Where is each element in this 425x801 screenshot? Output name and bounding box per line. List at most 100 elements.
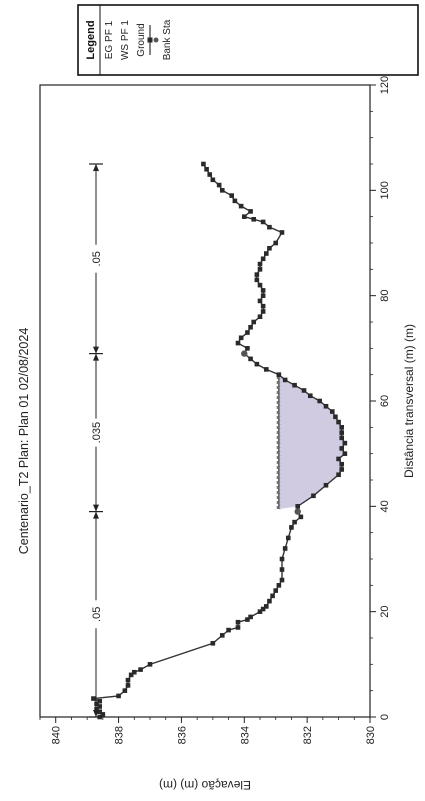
x-tick-label: 0 — [379, 714, 391, 720]
ground-point — [235, 340, 241, 346]
mannings-n-arrow — [93, 511, 99, 519]
ground-point — [295, 504, 301, 509]
mannings-n-arrow — [93, 353, 99, 361]
ground-point — [333, 414, 338, 420]
ground-point — [276, 372, 282, 377]
ground-point — [254, 361, 260, 367]
ground-point — [226, 627, 231, 633]
ground-point — [207, 172, 213, 177]
ground-point — [257, 298, 263, 304]
legend-entry-label: WS PF 1 — [120, 20, 131, 60]
ground-point — [339, 435, 345, 441]
legend-frame — [77, 4, 419, 76]
ground-point — [257, 282, 263, 288]
ground-point — [263, 367, 269, 372]
ground-point — [216, 182, 222, 188]
ground-point — [97, 698, 103, 704]
ground-point — [235, 619, 241, 625]
ground-point — [204, 166, 209, 172]
ground-point — [251, 216, 257, 222]
mannings-n-arrow — [93, 346, 99, 354]
ground-point — [285, 535, 291, 541]
y-tick-label: 840 — [51, 726, 63, 744]
x-tick-label: 60 — [379, 395, 391, 407]
ground-point — [241, 214, 247, 219]
ground-point — [317, 398, 323, 404]
ground-point — [323, 482, 329, 488]
ground-point — [254, 272, 260, 277]
ground-point — [339, 461, 345, 467]
ground-point — [279, 567, 285, 572]
ground-point — [260, 288, 266, 293]
ground-point — [311, 493, 316, 499]
ground-point — [282, 546, 288, 551]
chart-rotated-frame: Centenario_T2 Plan: Plan 01 02/08/2024 .… — [17, 4, 419, 792]
ground-point — [336, 419, 341, 425]
ground-point — [260, 303, 266, 309]
mannings-n-arrow — [93, 164, 99, 171]
y-tick-label: 832 — [302, 726, 314, 744]
ground-point — [201, 161, 206, 167]
x-axis-ticks: 0 20 40 60 80 100 120 — [370, 76, 391, 720]
ground-point — [263, 604, 269, 609]
bank-station-point — [241, 350, 248, 357]
ground-point — [125, 683, 131, 688]
ground-point — [219, 188, 225, 193]
ground-point — [342, 451, 348, 456]
ground-point — [248, 356, 253, 362]
ground-point — [122, 688, 128, 693]
chart-title: Centenario_T2 Plan: Plan 01 02/08/2024 — [17, 328, 31, 555]
mannings-n-arrow — [93, 710, 99, 717]
x-tick-label: 80 — [379, 290, 391, 302]
ground-point — [339, 446, 345, 451]
y-tick-label: 834 — [239, 726, 251, 744]
ground-point — [339, 425, 345, 430]
ground-point — [147, 662, 153, 667]
ground-point — [245, 346, 250, 351]
ground-point — [251, 319, 257, 325]
mannings-n-arrow — [93, 504, 99, 512]
ground-point — [276, 583, 282, 588]
bank-station-point — [294, 508, 301, 515]
ground-point — [279, 230, 285, 235]
y-axis-title: Elevação (m) (m) — [159, 778, 251, 792]
y-tick-label: 830 — [365, 726, 377, 744]
legend-bank-marker — [153, 37, 159, 43]
ground-point — [219, 633, 225, 638]
ground-point — [282, 377, 288, 383]
ground-point — [339, 430, 345, 435]
ground-point — [125, 677, 131, 683]
ground-point — [248, 324, 253, 330]
x-axis-title: Distância transversal (m) (m) — [402, 324, 416, 478]
mannings-n-label: .05 — [91, 251, 103, 266]
ground-point — [279, 577, 285, 583]
ground-point — [260, 309, 266, 314]
ground-point — [257, 314, 263, 320]
ground-point — [238, 335, 244, 341]
ground-point — [339, 467, 345, 472]
ground-point — [342, 440, 348, 446]
ground-point — [267, 598, 272, 604]
ground-point — [245, 330, 250, 335]
ground-point — [301, 388, 307, 393]
ground-point — [323, 403, 329, 409]
ground-point — [257, 267, 263, 272]
ground-point — [267, 245, 272, 251]
ground-point — [279, 556, 285, 562]
ground-point — [232, 198, 238, 204]
x-tick-label: 100 — [379, 181, 391, 199]
mannings-n-label: .035 — [91, 422, 103, 443]
ground-point — [298, 514, 304, 520]
ground-point — [260, 219, 266, 225]
legend-entries: EG PF 1 WS PF 1 Ground Bank Sta — [104, 19, 173, 60]
ground-point — [292, 519, 297, 525]
legend-entry-label: EG PF 1 — [104, 20, 115, 59]
legend-entry-label: Ground — [136, 23, 147, 56]
ground-point — [307, 393, 313, 399]
ground-point — [257, 261, 263, 267]
ground-point — [263, 251, 269, 256]
mannings-n-label: .05 — [91, 607, 103, 622]
ground-point — [91, 696, 96, 701]
ground-point — [336, 472, 341, 478]
